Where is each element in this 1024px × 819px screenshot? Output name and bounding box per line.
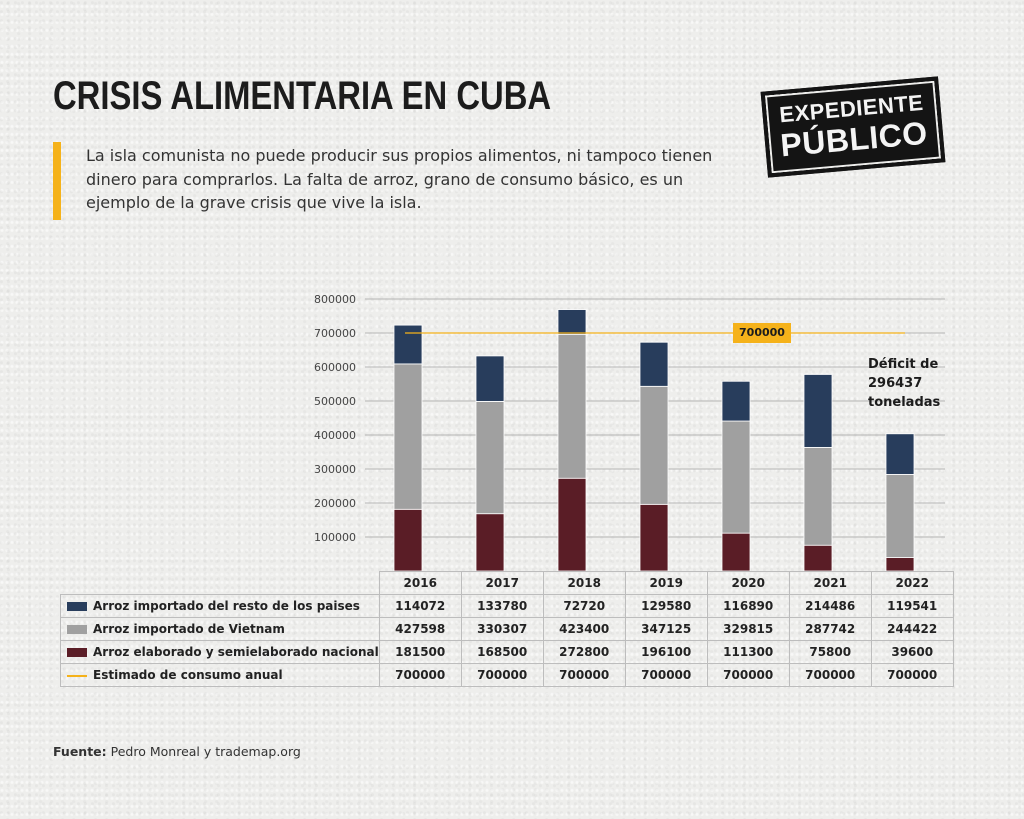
year-header: 2020 — [706, 571, 790, 595]
table-cell: 700000 — [542, 663, 626, 687]
table-cell: 116890 — [706, 594, 790, 618]
source-note: Fuente: Pedro Monreal y trademap.org — [53, 744, 301, 759]
series-name: Arroz importado de Vietnam — [93, 622, 285, 636]
source-label: Fuente: — [53, 744, 107, 759]
y-tick-label: 700000 — [314, 327, 356, 340]
bar-segment-nacional — [721, 532, 751, 572]
table-cell: 423400 — [542, 617, 626, 641]
table-cell: 111300 — [706, 640, 790, 664]
bar-segment-vietnam — [393, 363, 423, 510]
y-tick-label: 800000 — [314, 293, 356, 306]
table-row: Arroz importado del resto de los paises 1… — [60, 594, 954, 618]
series-name: Estimado de consumo anual — [93, 668, 283, 682]
y-tick-label: 300000 — [314, 463, 356, 476]
table-cell: 700000 — [788, 663, 872, 687]
bar-segment-vietnam — [885, 474, 915, 558]
page-title: CRISIS ALIMENTARIA EN CUBA — [53, 74, 552, 118]
table-cell: 244422 — [870, 617, 954, 641]
series-name: Arroz importado del resto de los paises — [93, 599, 360, 613]
table-row: Arroz elaborado y semielaborado nacional… — [60, 640, 954, 664]
table-cell: 700000 — [706, 663, 790, 687]
table-cell: 72720 — [542, 594, 626, 618]
y-tick-label: 400000 — [314, 429, 356, 442]
table-cell: 214486 — [788, 594, 872, 618]
legend-swatch — [67, 625, 87, 634]
table-corner-cell — [61, 572, 380, 595]
table-row: Estimado de consumo anual 700000 700000 700… — [60, 663, 954, 687]
bar-segment-nacional — [475, 513, 505, 572]
series-label: Arroz importado del resto de los paises — [60, 594, 380, 618]
table-cell: 39600 — [870, 640, 954, 664]
accent-bar — [53, 142, 61, 220]
year-header: 2016 — [378, 571, 462, 595]
y-tick-label: 200000 — [314, 497, 356, 510]
table-cell: 196100 — [624, 640, 708, 664]
bar-segment-vietnam — [803, 446, 833, 546]
table-cell: 347125 — [624, 617, 708, 641]
table-cell: 168500 — [460, 640, 544, 664]
table-header-row: 2016 2017 2018 2019 2020 2021 2022 — [61, 571, 954, 595]
intro-text: La isla comunista no puede producir sus … — [86, 146, 713, 212]
bar-segment-nacional — [393, 508, 423, 572]
table-cell: 133780 — [460, 594, 544, 618]
table-cell: 329815 — [706, 617, 790, 641]
deficit-note: Déficit de 296437 toneladas — [868, 357, 941, 410]
consumption-reference-label: 700000 — [733, 323, 791, 343]
table-cell: 700000 — [460, 663, 544, 687]
table-cell: 700000 — [624, 663, 708, 687]
bar-segment-vietnam — [475, 401, 505, 515]
year-header: 2022 — [870, 571, 954, 595]
bar-segment-vietnam — [557, 333, 587, 479]
y-tick-label: 100000 — [314, 531, 356, 544]
table-cell: 181500 — [378, 640, 462, 664]
table-cell: 287742 — [788, 617, 872, 641]
source-text: Pedro Monreal y trademap.org — [110, 744, 301, 759]
series-label: Arroz importado de Vietnam — [60, 617, 380, 641]
table-cell: 700000 — [870, 663, 954, 687]
series-label: Estimado de consumo anual — [60, 663, 380, 687]
table-cell: 119541 — [870, 594, 954, 618]
bar-segment-vietnam — [721, 420, 751, 534]
series-label: Arroz elaborado y semielaborado nacional — [60, 640, 380, 664]
year-header: 2021 — [788, 571, 872, 595]
bar-segment-vietnam — [639, 385, 669, 505]
bar-segment-resto — [639, 341, 669, 387]
bar-segment-nacional — [885, 557, 915, 572]
table-cell: 330307 — [460, 617, 544, 641]
bar-segment-resto — [393, 324, 423, 365]
legend-swatch — [67, 648, 87, 657]
year-header: 2018 — [542, 571, 626, 595]
bar-segment-nacional — [639, 503, 669, 572]
bar-segment-resto — [721, 380, 751, 422]
year-header: 2019 — [624, 571, 708, 595]
bar-segment-resto — [885, 433, 915, 475]
table-cell: 700000 — [378, 663, 462, 687]
legend-line-swatch — [67, 674, 87, 677]
table-cell: 75800 — [788, 640, 872, 664]
table-cell: 129580 — [624, 594, 708, 618]
table-cell: 427598 — [378, 617, 462, 641]
bar-segment-resto — [803, 374, 833, 448]
table-row: Arroz importado de Vietnam 427598 330307 42… — [60, 617, 954, 641]
bar-segment-resto — [475, 355, 505, 402]
data-table: 2016 2017 2018 2019 2020 2021 2022 Arroz import… — [60, 571, 954, 687]
bar-segment-nacional — [557, 477, 587, 572]
year-header: 2017 — [460, 571, 544, 595]
table-cell: 272800 — [542, 640, 626, 664]
table-cell: 114072 — [378, 594, 462, 618]
bar-segment-nacional — [803, 544, 833, 572]
y-tick-label: 600000 — [314, 361, 356, 374]
legend-swatch — [67, 602, 87, 611]
series-name: Arroz elaborado y semielaborado nacional — [93, 645, 379, 659]
bar-segment-resto — [557, 309, 587, 335]
y-tick-label: 500000 — [314, 395, 356, 408]
